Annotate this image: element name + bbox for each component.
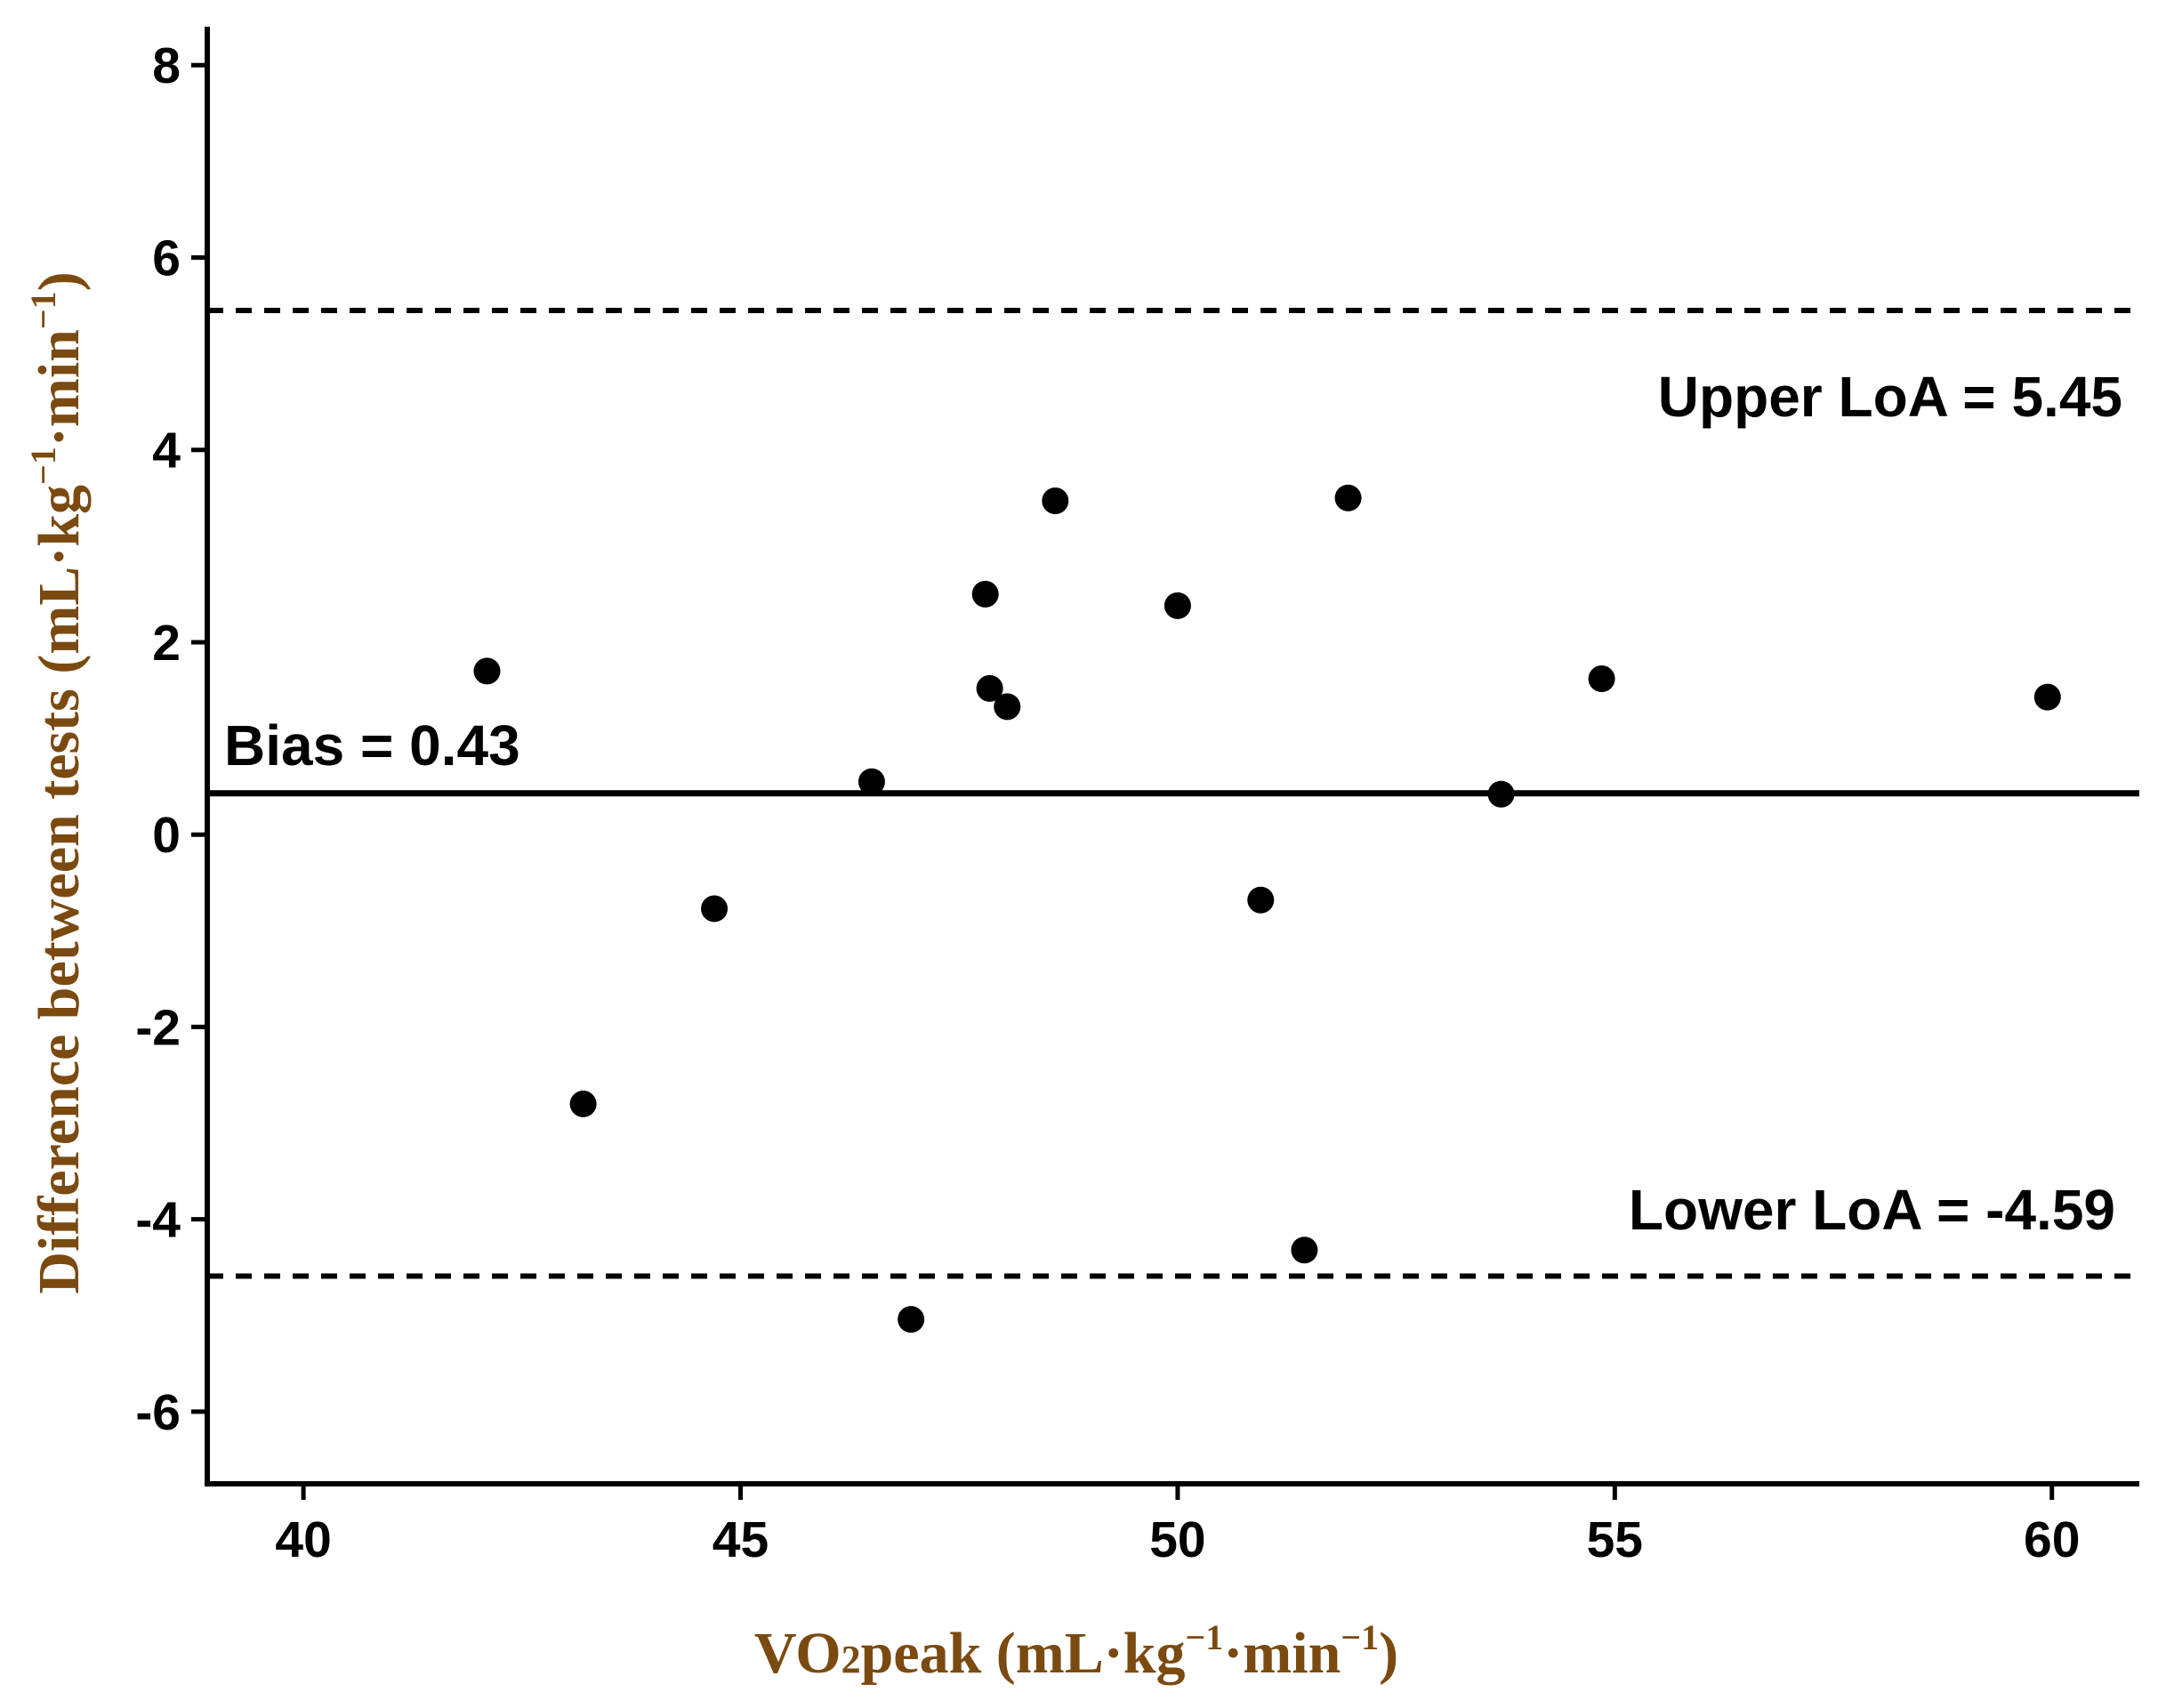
data-point [1588, 665, 1615, 693]
x-title-main: peak (mL·kg [861, 1621, 1186, 1686]
x-axis-title: VO2peak (mL·kg−1·min−1) [754, 1617, 1398, 1686]
upper-loa-label: Upper LoA = 5.45 [1658, 365, 2122, 429]
bias-label: Bias = 0.43 [224, 713, 520, 777]
y-tick-label: -2 [135, 999, 181, 1056]
x-title-suffix: ) [1379, 1621, 1398, 1686]
x-title-prefix: VO [754, 1621, 841, 1686]
data-point [898, 1306, 925, 1333]
y-tick-label: 8 [152, 37, 181, 94]
data-point [2033, 683, 2061, 711]
data-point [1334, 484, 1362, 512]
data-point [569, 1090, 597, 1117]
x-tick-label: 45 [713, 1511, 769, 1568]
y-title-sup2: −1 [23, 291, 63, 329]
data-point [971, 580, 999, 608]
x-tick-label: 60 [2024, 1511, 2080, 1568]
y-tick-label: 6 [152, 230, 181, 286]
y-tick-label: 2 [152, 615, 181, 672]
data-point [1164, 592, 1191, 619]
y-title-mid: ·min [27, 329, 92, 447]
data-point [976, 674, 1003, 702]
y-axis-ticks: -6 -4 -2 0 2 4 6 8 [135, 37, 207, 1441]
data-point [1247, 886, 1275, 914]
data-point [1487, 780, 1515, 808]
y-tick-label: -4 [135, 1192, 181, 1249]
x-title-sup1: −1 [1185, 1617, 1223, 1657]
x-title-sup2: −1 [1341, 1617, 1379, 1657]
data-point [994, 693, 1021, 721]
y-title-main: Difference between tests (mL·kg [27, 485, 92, 1294]
y-title-suffix: ) [27, 271, 92, 291]
data-point [858, 768, 885, 795]
x-title-mid: ·min [1223, 1621, 1341, 1686]
x-axis-ticks: 40 45 50 55 60 [275, 1484, 2080, 1568]
lower-loa-label: Lower LoA = -4.59 [1629, 1178, 2115, 1242]
y-tick-label: 4 [152, 423, 181, 479]
x-tick-label: 55 [1587, 1511, 1643, 1568]
data-point [701, 895, 729, 922]
x-tick-label: 50 [1149, 1511, 1205, 1568]
x-title-subscript: 2 [841, 1638, 861, 1681]
y-axis-title: Difference between tests (mL·kg−1·min−1) [23, 271, 92, 1293]
y-title-sup1: −1 [23, 447, 63, 485]
y-tick-label: -6 [135, 1384, 181, 1441]
data-point [1042, 487, 1069, 515]
x-tick-label: 40 [275, 1511, 331, 1568]
data-points [473, 484, 2061, 1333]
data-point [1291, 1237, 1318, 1264]
data-point [473, 657, 501, 685]
y-tick-label: 0 [152, 807, 181, 864]
